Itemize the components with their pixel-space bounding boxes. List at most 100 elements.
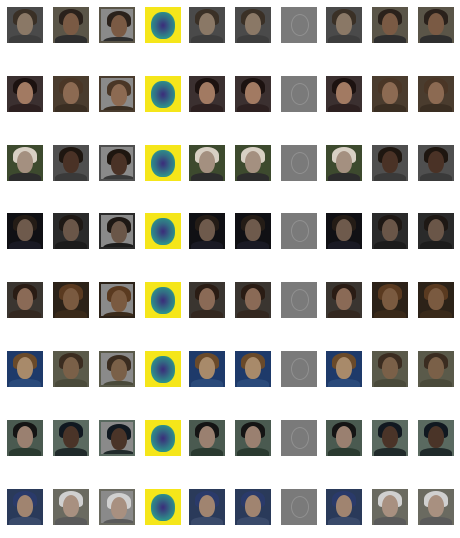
image-tile bbox=[281, 213, 317, 249]
shoulders-shape bbox=[9, 173, 41, 181]
residual-face-outline bbox=[291, 427, 309, 449]
image-tile bbox=[189, 7, 225, 43]
image-tile bbox=[7, 351, 43, 387]
shoulders-shape bbox=[420, 173, 452, 181]
face-shape bbox=[428, 151, 444, 173]
shoulders-shape bbox=[103, 243, 135, 249]
shoulders-shape bbox=[103, 381, 135, 387]
grid-row bbox=[0, 351, 460, 391]
shoulders-shape bbox=[374, 35, 406, 43]
face-shape bbox=[382, 13, 398, 35]
image-tile bbox=[372, 145, 408, 181]
face-shape bbox=[17, 13, 33, 35]
image-tile bbox=[53, 420, 89, 456]
image-tile bbox=[99, 351, 135, 387]
image-tile bbox=[281, 76, 317, 112]
image-tile bbox=[189, 351, 225, 387]
face-shape bbox=[428, 13, 444, 35]
heatmap-face-region bbox=[152, 82, 174, 106]
grid-row bbox=[0, 7, 460, 47]
image-tile bbox=[145, 489, 181, 525]
shoulders-shape bbox=[374, 517, 406, 525]
shoulders-shape bbox=[191, 241, 223, 249]
image-tile bbox=[326, 489, 362, 525]
shoulders-shape bbox=[55, 310, 87, 318]
shoulders-shape bbox=[420, 104, 452, 112]
image-tile bbox=[418, 213, 454, 249]
shoulders-shape bbox=[191, 448, 223, 456]
shoulders-shape bbox=[237, 379, 269, 387]
face-shape bbox=[17, 426, 33, 448]
face-shape bbox=[63, 151, 79, 173]
face-shape bbox=[199, 82, 215, 104]
shoulders-shape bbox=[237, 173, 269, 181]
shoulders-shape bbox=[103, 106, 135, 112]
image-tile bbox=[235, 420, 271, 456]
shoulders-shape bbox=[374, 104, 406, 112]
grid-row bbox=[0, 420, 460, 460]
shoulders-shape bbox=[55, 448, 87, 456]
shoulders-shape bbox=[9, 517, 41, 525]
face-shape bbox=[17, 288, 33, 310]
image-tile bbox=[53, 145, 89, 181]
image-tile bbox=[145, 213, 181, 249]
shoulders-shape bbox=[9, 35, 41, 43]
image-tile bbox=[7, 420, 43, 456]
face-shape bbox=[199, 357, 215, 379]
face-shape bbox=[245, 219, 261, 241]
face-shape bbox=[111, 221, 127, 243]
face-shape bbox=[336, 288, 352, 310]
face-shape bbox=[336, 82, 352, 104]
image-tile bbox=[418, 420, 454, 456]
shoulders-shape bbox=[191, 310, 223, 318]
grid-row bbox=[0, 145, 460, 185]
shoulders-shape bbox=[237, 310, 269, 318]
image-tile bbox=[99, 76, 135, 112]
face-shape bbox=[245, 288, 261, 310]
face-shape bbox=[428, 426, 444, 448]
shoulders-shape bbox=[328, 173, 360, 181]
face-shape bbox=[428, 82, 444, 104]
image-tile bbox=[281, 282, 317, 318]
face-shape bbox=[245, 151, 261, 173]
shoulders-shape bbox=[191, 35, 223, 43]
image-tile bbox=[99, 282, 135, 318]
shoulders-shape bbox=[55, 241, 87, 249]
shoulders-shape bbox=[420, 241, 452, 249]
image-tile bbox=[99, 420, 135, 456]
face-shape bbox=[428, 219, 444, 241]
image-tile bbox=[53, 282, 89, 318]
face-shape bbox=[17, 151, 33, 173]
shoulders-shape bbox=[237, 241, 269, 249]
face-shape bbox=[63, 495, 79, 517]
image-tile bbox=[145, 7, 181, 43]
shoulders-shape bbox=[237, 448, 269, 456]
image-tile bbox=[189, 213, 225, 249]
image-tile bbox=[53, 489, 89, 525]
heatmap-face-region bbox=[152, 495, 174, 519]
image-tile bbox=[281, 351, 317, 387]
face-shape bbox=[428, 288, 444, 310]
shoulders-shape bbox=[191, 173, 223, 181]
image-tile bbox=[326, 76, 362, 112]
shoulders-shape bbox=[103, 450, 135, 456]
face-shape bbox=[336, 357, 352, 379]
shoulders-shape bbox=[9, 379, 41, 387]
heatmap-face-region bbox=[152, 219, 174, 243]
face-shape bbox=[382, 151, 398, 173]
heatmap-face-region bbox=[152, 357, 174, 381]
image-tile bbox=[235, 7, 271, 43]
image-tile bbox=[372, 282, 408, 318]
image-tile bbox=[418, 76, 454, 112]
image-tile bbox=[145, 282, 181, 318]
face-shape bbox=[428, 357, 444, 379]
image-tile bbox=[326, 351, 362, 387]
image-tile bbox=[53, 76, 89, 112]
shoulders-shape bbox=[9, 448, 41, 456]
face-shape bbox=[111, 15, 127, 37]
image-tile bbox=[326, 282, 362, 318]
shoulders-shape bbox=[328, 241, 360, 249]
heatmap-face-region bbox=[152, 426, 174, 450]
face-shape bbox=[199, 495, 215, 517]
